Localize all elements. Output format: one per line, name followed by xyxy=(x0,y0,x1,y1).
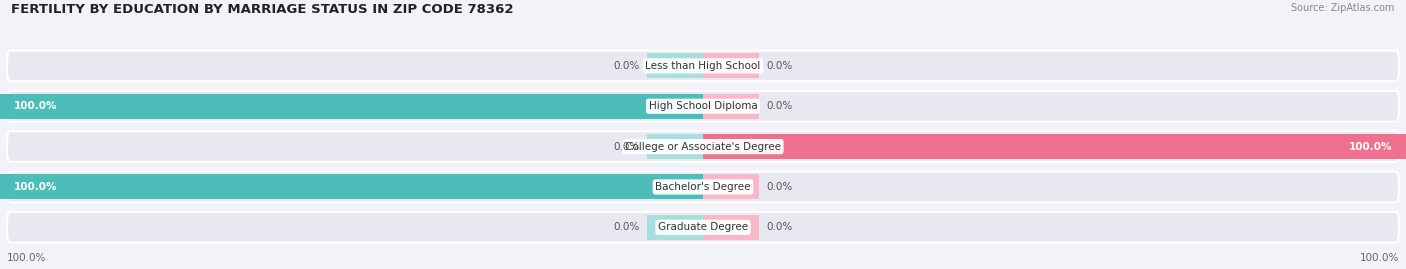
Text: Source: ZipAtlas.com: Source: ZipAtlas.com xyxy=(1291,3,1395,13)
Bar xyxy=(0,175,703,200)
Text: 100.0%: 100.0% xyxy=(14,182,58,192)
Text: 0.0%: 0.0% xyxy=(766,101,793,111)
Bar xyxy=(703,215,759,240)
Bar xyxy=(703,134,1406,159)
Bar xyxy=(647,53,703,79)
Bar xyxy=(703,94,759,119)
FancyBboxPatch shape xyxy=(7,131,1399,162)
Text: 100.0%: 100.0% xyxy=(1360,253,1399,263)
Text: 100.0%: 100.0% xyxy=(1348,141,1392,152)
Text: 0.0%: 0.0% xyxy=(613,61,640,71)
FancyBboxPatch shape xyxy=(7,212,1399,243)
Text: High School Diploma: High School Diploma xyxy=(648,101,758,111)
Bar xyxy=(647,134,703,159)
Bar xyxy=(703,175,759,200)
Bar xyxy=(0,94,703,119)
Text: 0.0%: 0.0% xyxy=(766,222,793,232)
Text: FERTILITY BY EDUCATION BY MARRIAGE STATUS IN ZIP CODE 78362: FERTILITY BY EDUCATION BY MARRIAGE STATU… xyxy=(11,3,513,16)
FancyBboxPatch shape xyxy=(7,172,1399,202)
Bar xyxy=(647,215,703,240)
FancyBboxPatch shape xyxy=(7,51,1399,81)
Text: 0.0%: 0.0% xyxy=(766,61,793,71)
Text: Graduate Degree: Graduate Degree xyxy=(658,222,748,232)
Bar xyxy=(703,53,759,79)
Text: College or Associate's Degree: College or Associate's Degree xyxy=(626,141,780,152)
FancyBboxPatch shape xyxy=(7,91,1399,122)
Text: Less than High School: Less than High School xyxy=(645,61,761,71)
Text: 100.0%: 100.0% xyxy=(14,101,58,111)
Text: 0.0%: 0.0% xyxy=(613,141,640,152)
Text: Bachelor's Degree: Bachelor's Degree xyxy=(655,182,751,192)
Text: 0.0%: 0.0% xyxy=(613,222,640,232)
Text: 0.0%: 0.0% xyxy=(766,182,793,192)
Text: 100.0%: 100.0% xyxy=(7,253,46,263)
